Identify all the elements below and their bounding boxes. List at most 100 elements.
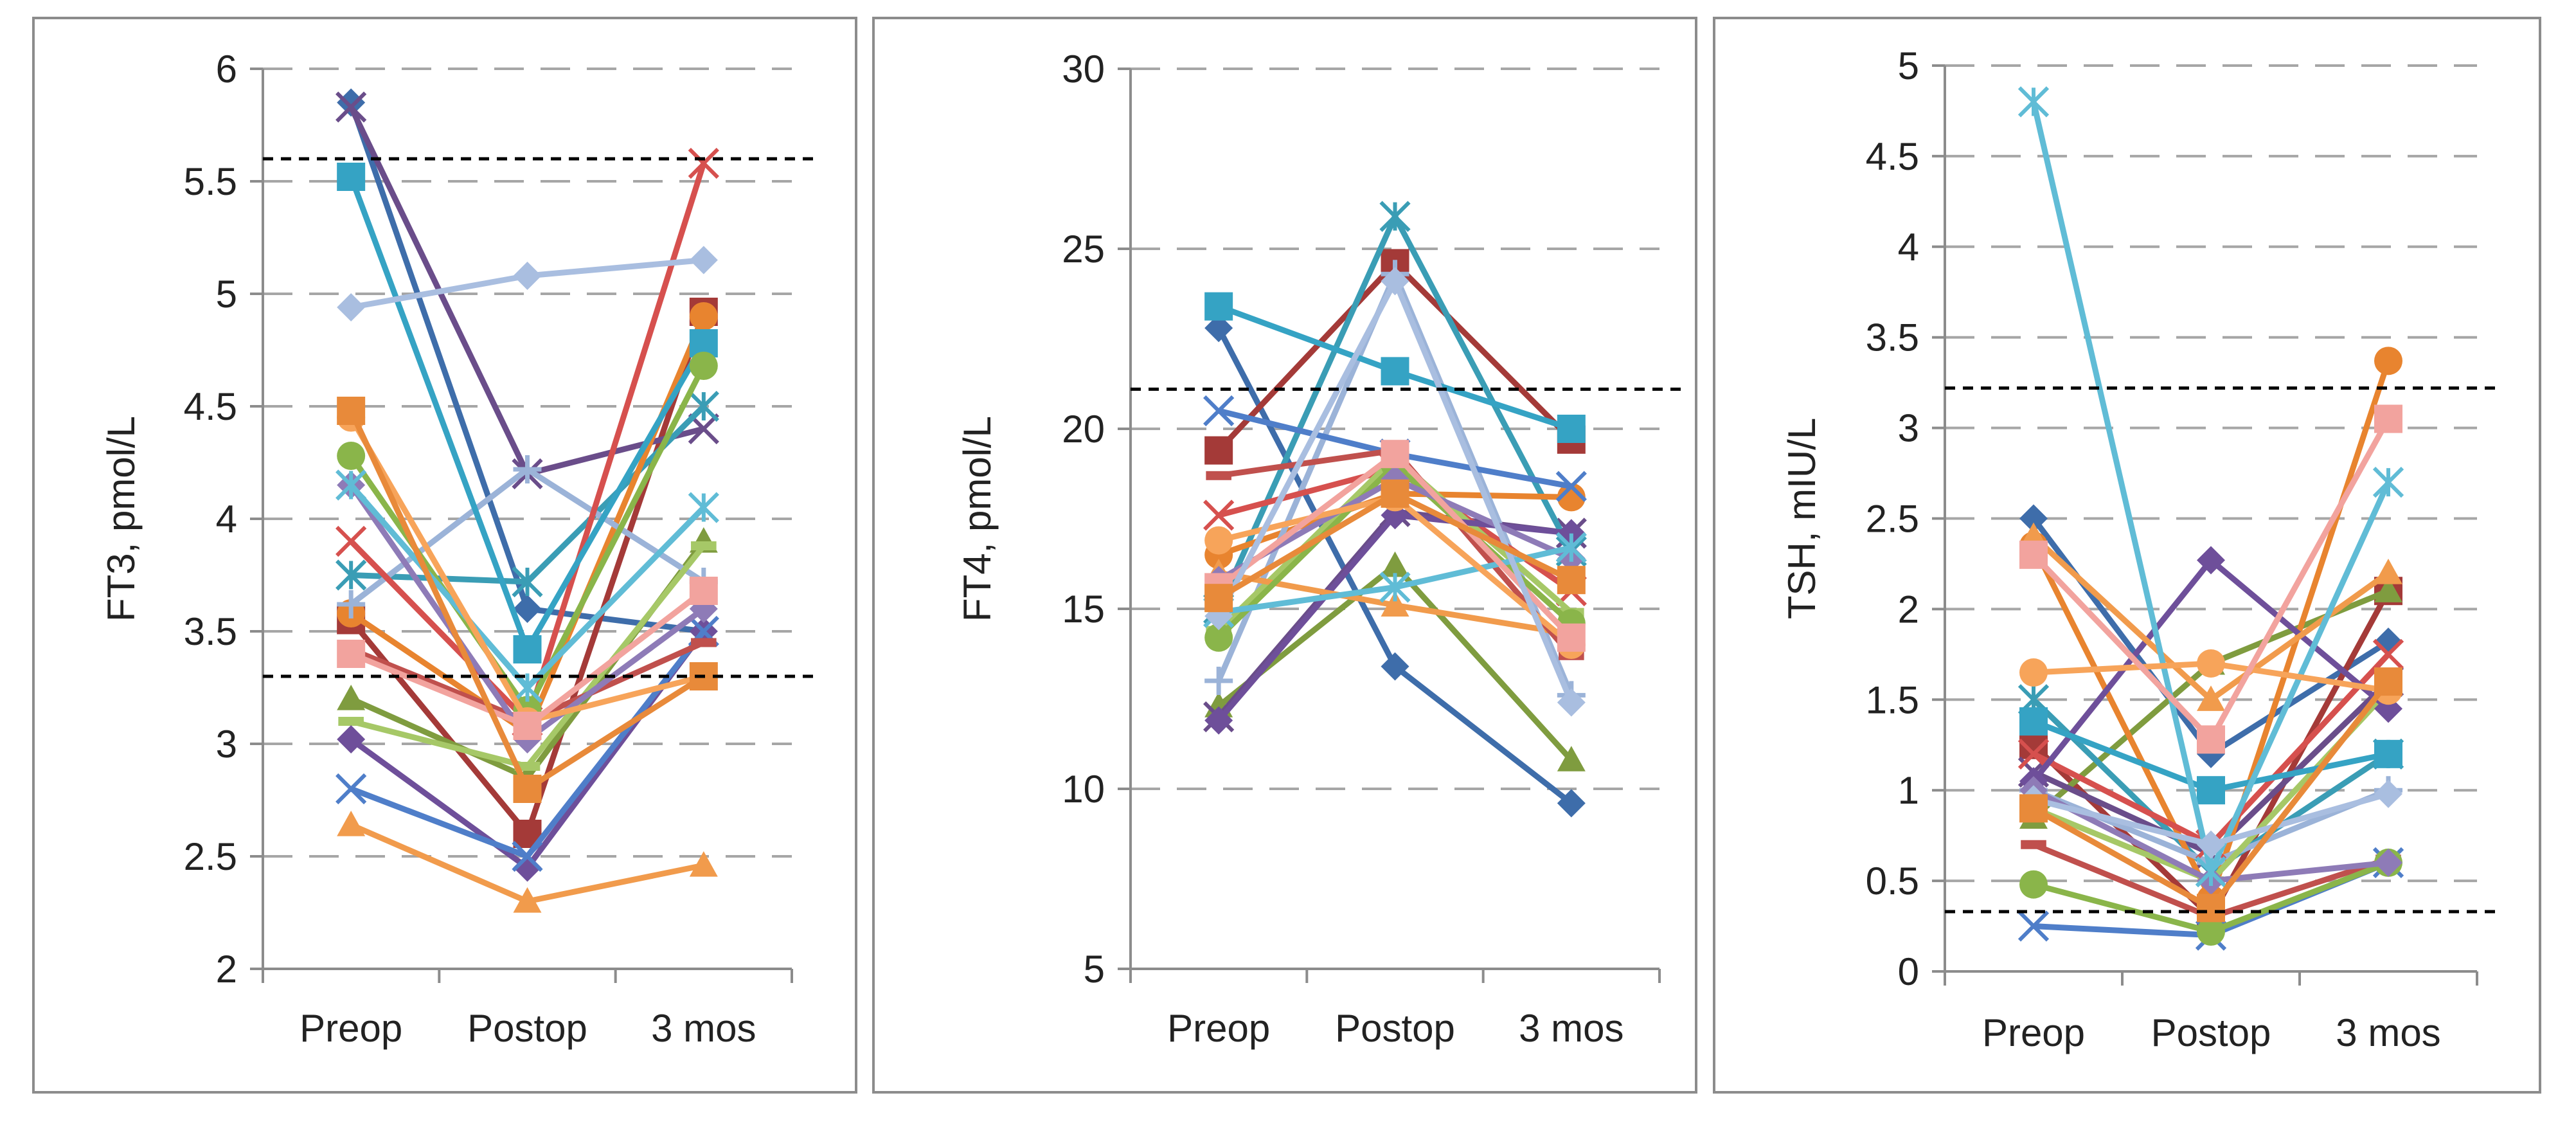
data-point xyxy=(338,717,364,726)
data-point xyxy=(1557,483,1586,512)
data-point xyxy=(335,525,367,557)
ft3-chart-panel: 2 2.5 3 3.5 4 4.5 5 5.5 6 Preop Postop 3 mos FT3, pm… xyxy=(32,17,857,1094)
data-point xyxy=(2197,649,2225,678)
series-19 xyxy=(337,577,718,740)
data-point xyxy=(2374,848,2402,877)
data-point xyxy=(2021,840,2046,849)
data-point xyxy=(2374,667,2402,696)
x-tick-label: 3 mos xyxy=(1519,1007,1623,1050)
y-tick-label: 10 xyxy=(1062,768,1105,811)
y-tick-label: 3 xyxy=(1898,407,1919,450)
data-point xyxy=(513,262,542,290)
y-tick-label: 15 xyxy=(1062,588,1105,631)
y-tick-label: 4 xyxy=(1898,226,1919,269)
data-point xyxy=(2374,559,2402,584)
data-point xyxy=(337,442,366,470)
data-point xyxy=(513,595,542,623)
data-point xyxy=(1381,652,1409,681)
data-point xyxy=(2197,776,2225,805)
data-point xyxy=(689,577,718,605)
series-11 xyxy=(337,163,718,663)
series-11 xyxy=(1204,292,1586,443)
data-point xyxy=(2019,658,2048,687)
y-tick-label: 2.5 xyxy=(1866,498,1919,541)
y-tick-label: 20 xyxy=(1062,408,1105,451)
x-tick-label: Postop xyxy=(2151,1011,2271,1054)
data-point xyxy=(1381,267,1409,296)
data-point xyxy=(689,352,718,380)
data-point xyxy=(689,302,718,330)
data-point xyxy=(2019,870,2048,899)
data-point xyxy=(1557,789,1586,818)
data-point xyxy=(1204,706,1233,735)
y-axis-title: FT4, pmol/L xyxy=(956,416,999,622)
data-point xyxy=(2374,404,2402,433)
data-point xyxy=(335,91,367,123)
y-tick-label: 0.5 xyxy=(1866,860,1919,903)
y-tick-label: 25 xyxy=(1062,228,1105,271)
y-tick-label: 2 xyxy=(216,948,237,991)
x-tick-label: Postop xyxy=(1335,1007,1455,1050)
data-point xyxy=(1555,532,1587,563)
data-point xyxy=(337,811,366,836)
series-12 xyxy=(337,811,718,913)
tsh-chart-panel: 0 0.5 1 1.5 2 2.5 3 3.5 4 4.5 5 Preop Postop 3 mos TSH… xyxy=(1713,17,2541,1094)
y-tick-label: 4.5 xyxy=(184,385,237,428)
series-21 xyxy=(2019,667,2402,923)
y-tick-label: 2.5 xyxy=(184,835,237,878)
data-point xyxy=(2374,739,2402,768)
data-point xyxy=(1204,526,1233,555)
data-point xyxy=(2019,504,2048,533)
data-point xyxy=(1204,623,1233,652)
series-17 xyxy=(335,469,719,703)
ft3-chart: 2 2.5 3 3.5 4 4.5 5 5.5 6 Preop Postop 3 mos FT3, pm… xyxy=(100,48,818,1050)
tsh-chart: 0 0.5 1 1.5 2 2.5 3 3.5 4 4.5 5 Preop Postop 3 mos TSH… xyxy=(1780,44,2503,1054)
data-point xyxy=(1381,551,1409,577)
data-point xyxy=(337,725,366,753)
data-point xyxy=(1206,471,1231,480)
x-tick-label: 3 mos xyxy=(651,1007,756,1050)
data-point xyxy=(1203,395,1235,427)
data-point xyxy=(513,455,542,483)
data-point xyxy=(2374,577,2402,602)
data-point xyxy=(337,685,366,710)
series-17 xyxy=(2017,86,2404,888)
data-point xyxy=(1381,591,1409,617)
y-tick-label: 1 xyxy=(1898,769,1919,812)
data-point xyxy=(337,590,366,618)
data-point xyxy=(1379,201,1411,232)
series-9 xyxy=(338,541,717,771)
data-point xyxy=(337,163,366,191)
ft4-chart: 5 10 15 20 25 30 Preop Postop 3 mos FT4, pmol/L xyxy=(956,48,1685,1050)
y-tick-label: 3.5 xyxy=(184,610,237,653)
data-point xyxy=(2197,830,2225,859)
series-20 xyxy=(1204,267,1586,717)
data-point xyxy=(2019,794,2048,823)
data-point xyxy=(335,773,367,805)
data-point xyxy=(1555,471,1587,502)
data-point xyxy=(2197,725,2225,754)
data-point xyxy=(513,775,542,803)
data-point xyxy=(513,635,542,663)
data-point xyxy=(2197,546,2225,575)
y-tick-label: 2 xyxy=(1898,588,1919,631)
x-tick-label: Postop xyxy=(467,1007,587,1050)
y-tick-label: 5.5 xyxy=(184,160,237,203)
data-point xyxy=(337,88,366,117)
data-point xyxy=(691,541,717,550)
x-tick-label: Preop xyxy=(1167,1007,1270,1050)
series-11 xyxy=(2019,707,2402,805)
y-tick-label: 3.5 xyxy=(1866,316,1919,359)
data-point xyxy=(512,672,543,703)
data-point xyxy=(2372,638,2404,670)
series-5 xyxy=(335,390,719,598)
data-point xyxy=(2374,779,2402,808)
y-tick-label: 6 xyxy=(216,48,237,91)
data-point xyxy=(512,840,543,872)
y-tick-label: 5 xyxy=(1084,948,1105,991)
data-point xyxy=(2017,86,2050,118)
data-point xyxy=(688,147,719,179)
data-point xyxy=(337,640,366,668)
y-tick-label: 4.5 xyxy=(1866,135,1919,178)
data-point xyxy=(2197,894,2225,923)
